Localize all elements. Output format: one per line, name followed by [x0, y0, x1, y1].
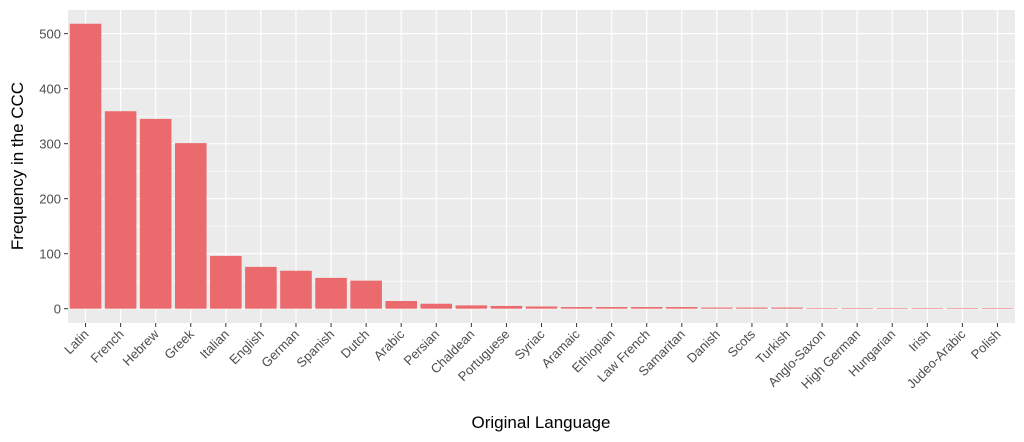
x-tick-label: Danish	[684, 327, 723, 366]
bar	[806, 308, 838, 309]
bar	[455, 305, 488, 309]
bar	[315, 277, 347, 309]
bar	[560, 307, 593, 309]
bar	[245, 266, 277, 309]
bar	[525, 306, 558, 309]
bar	[666, 307, 698, 309]
bar	[595, 307, 628, 309]
y-tick-label: 100	[39, 247, 61, 262]
x-axis-title: Original Language	[472, 413, 611, 432]
bar	[420, 303, 453, 309]
bar	[280, 270, 312, 309]
bar	[701, 307, 733, 309]
bar	[771, 307, 803, 309]
bar	[69, 23, 102, 309]
bar	[876, 308, 909, 309]
x-tick-label: Greek	[161, 326, 197, 362]
bar	[174, 143, 207, 309]
y-tick-label: 500	[39, 27, 61, 42]
bar	[385, 300, 417, 309]
bar	[981, 308, 1014, 309]
bar	[911, 308, 944, 309]
bar	[104, 111, 137, 309]
y-axis-title: Frequency in the CCC	[8, 82, 27, 250]
y-tick-label: 300	[39, 137, 61, 152]
x-tick-label: Dutch	[338, 327, 373, 362]
y-tick-label: 200	[39, 192, 61, 207]
x-tick-label: Spanish	[293, 327, 337, 371]
bar	[946, 308, 979, 309]
bar	[490, 305, 523, 309]
bar	[350, 280, 382, 309]
bar	[210, 255, 242, 309]
bar	[841, 308, 873, 309]
x-tick-label: Latin	[61, 327, 92, 358]
y-tick-label: 400	[39, 82, 61, 97]
x-tick-label: Polish	[968, 327, 1004, 363]
x-tick-label: Irish	[905, 327, 933, 355]
bar	[139, 118, 172, 309]
y-tick-label: 0	[54, 302, 61, 317]
x-tick-label: German	[258, 327, 302, 371]
bar	[630, 307, 663, 309]
bar	[736, 307, 768, 309]
x-tick-label: Hebrew	[120, 326, 163, 369]
